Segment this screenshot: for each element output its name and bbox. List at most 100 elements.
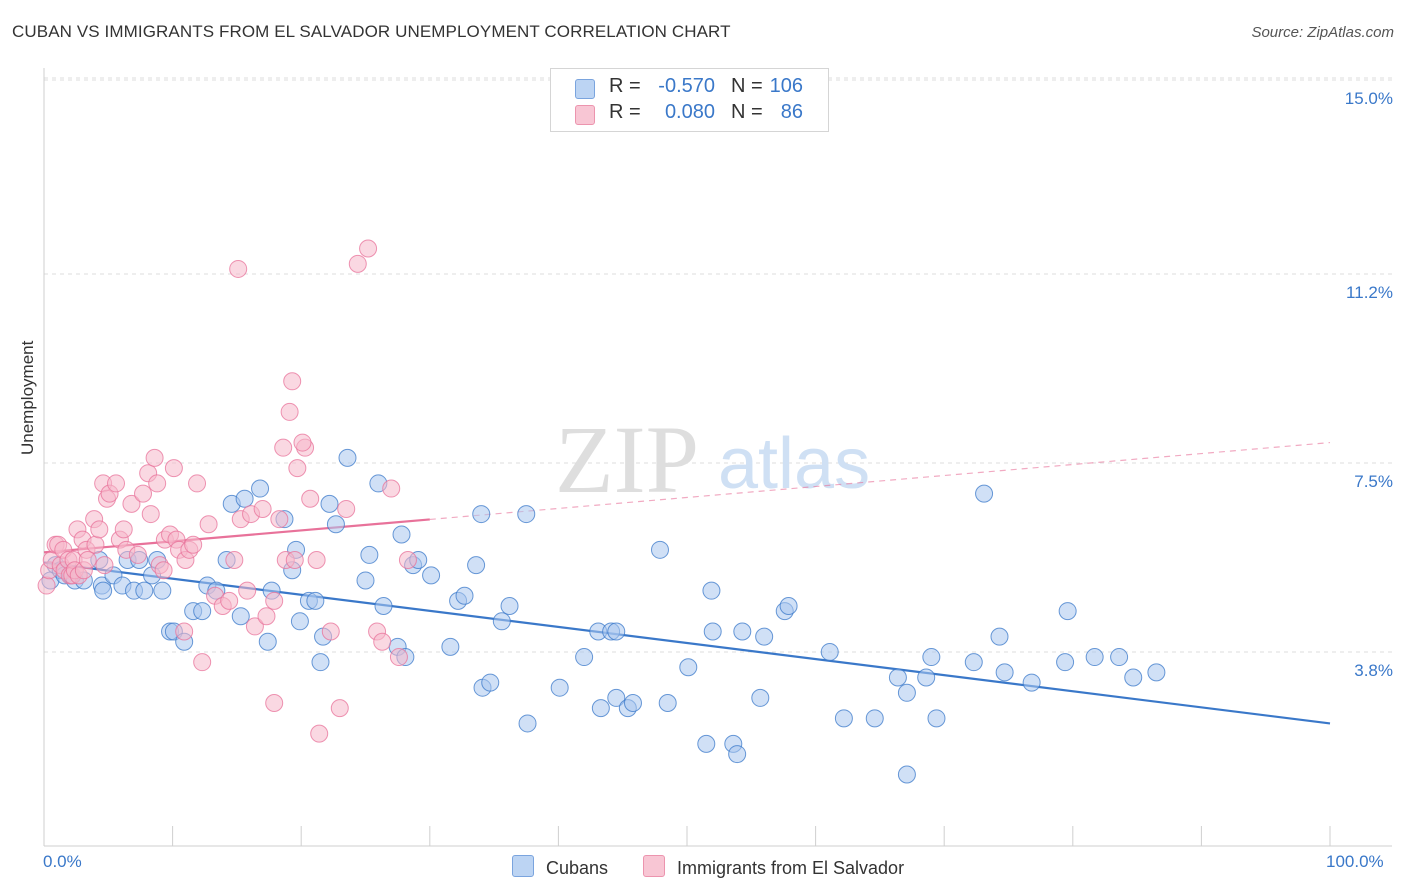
salvador-point <box>154 561 173 580</box>
legend-item-cubans[interactable]: Cubans <box>512 852 608 879</box>
cubans-point <box>455 586 474 605</box>
cubans-point <box>751 688 770 707</box>
cubans-point <box>311 653 330 672</box>
cubans-point <box>251 479 270 498</box>
cubans-point <box>320 494 339 513</box>
legend-item-salvador[interactable]: Immigrants from El Salvador <box>643 852 904 879</box>
salvador-point <box>307 551 326 570</box>
y-tick-label: 15.0% <box>1345 89 1393 108</box>
cubans-point <box>650 540 669 559</box>
cubans-point <box>231 607 250 626</box>
n-label: N = <box>731 101 763 123</box>
cubans-point <box>481 673 500 692</box>
salvador-point <box>184 535 203 554</box>
cubans-point <box>728 745 747 764</box>
salvador-point <box>359 239 378 258</box>
salvador-point <box>86 535 105 554</box>
trend-line-0 <box>43 561 1331 725</box>
cubans-point <box>975 484 994 503</box>
r-label: R = <box>609 101 641 123</box>
cubans-swatch <box>575 79 595 99</box>
trend-lines <box>43 441 1331 725</box>
source-credit: Source: ZipAtlas.com <box>1251 24 1394 41</box>
salvador-point <box>321 622 340 641</box>
cubans-point <box>888 668 907 687</box>
cubans-point <box>607 622 626 641</box>
y-tick-label: 3.8% <box>1354 661 1393 680</box>
cubans-point <box>472 505 491 524</box>
salvador-point <box>293 433 312 452</box>
cubans-point <box>658 694 677 713</box>
cubans-point <box>1056 653 1075 672</box>
salvador-point <box>245 617 264 636</box>
legend-label-salvador: Immigrants from El Salvador <box>677 858 905 878</box>
salvador-point <box>301 489 320 508</box>
data-points <box>37 239 1166 784</box>
cubans-point <box>193 602 212 621</box>
cubans-point <box>492 612 511 631</box>
cubans-point <box>820 642 839 661</box>
cubans-point <box>964 653 983 672</box>
salvador-point <box>114 520 133 539</box>
watermark-zip: ZIP <box>555 406 699 513</box>
trend-line-1 <box>43 518 430 554</box>
cubans-point <box>338 448 357 467</box>
cubans-point <box>1124 668 1143 687</box>
r-value: -0.570 <box>658 75 715 97</box>
cubans-point <box>927 709 946 728</box>
salvador-point <box>253 499 272 518</box>
x-tick-min: 0.0% <box>43 852 82 871</box>
cubans-point <box>1022 673 1041 692</box>
stats-row-salvador: R = 0.080 N = 86 <box>551 101 828 127</box>
salvador-point <box>288 459 307 478</box>
cubans-point <box>575 648 594 667</box>
cubans-point <box>865 709 884 728</box>
cubans-legend-swatch <box>512 855 534 877</box>
cubans-point <box>306 591 325 610</box>
salvador-point <box>238 581 257 600</box>
cubans-point <box>326 515 345 534</box>
salvador-point <box>122 494 141 513</box>
cubans-point <box>995 663 1014 682</box>
cubans-point <box>990 627 1009 646</box>
cubans-point <box>1085 648 1104 667</box>
salvador-point <box>373 632 392 651</box>
salvador-point <box>188 474 207 493</box>
n-value: 106 <box>769 75 803 97</box>
salvador-point <box>193 653 212 672</box>
cubans-point <box>679 658 698 677</box>
y-axis-title: Unemployment <box>18 340 37 455</box>
cubans-point <box>917 668 936 687</box>
cubans-point <box>607 688 626 707</box>
salvador-point <box>274 438 293 457</box>
salvador-point <box>164 459 183 478</box>
cubans-point <box>135 581 154 600</box>
salvador-point <box>348 254 367 273</box>
cubans-point <box>441 637 460 656</box>
r-value: 0.080 <box>664 101 715 123</box>
cubans-point <box>702 581 721 600</box>
cubans-point <box>94 581 113 600</box>
salvador-point <box>220 591 239 610</box>
cubans-point <box>755 627 774 646</box>
salvador-point <box>141 505 160 524</box>
salvador-point <box>382 479 401 498</box>
cubans-point <box>153 581 172 600</box>
cubans-point <box>235 489 254 508</box>
salvador-point <box>37 576 56 595</box>
salvador-point <box>90 520 109 539</box>
salvador-point <box>128 545 147 564</box>
y-tick-label: 11.2% <box>1346 283 1393 302</box>
stats-row-cubans: R = -0.570 N = 106 <box>551 75 828 101</box>
salvador-point <box>199 515 218 534</box>
salvador-point <box>283 372 302 391</box>
y-tick-labels: 3.8% 7.5% 11.2% 15.0% <box>1345 89 1393 680</box>
cubans-point <box>518 714 537 733</box>
cubans-point <box>360 545 379 564</box>
salvador-point <box>175 622 194 641</box>
salvador-point <box>330 699 349 718</box>
salvador-point <box>265 694 284 713</box>
cubans-point <box>591 699 610 718</box>
cubans-point <box>422 566 441 585</box>
